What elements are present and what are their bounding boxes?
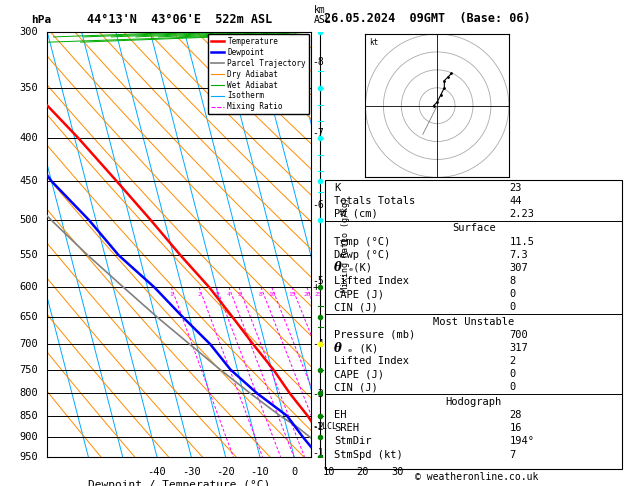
Text: EH: EH [334, 410, 347, 420]
Text: 0: 0 [509, 369, 516, 380]
Text: 2: 2 [509, 356, 516, 366]
Text: Dewp (°C): Dewp (°C) [334, 250, 391, 260]
Text: 0: 0 [509, 382, 516, 393]
Text: CIN (J): CIN (J) [334, 302, 378, 312]
Text: -2: -2 [313, 421, 325, 432]
Text: 450: 450 [19, 176, 38, 186]
Text: 10: 10 [268, 292, 276, 296]
Text: ₑ (K): ₑ (K) [347, 343, 379, 353]
Text: 307: 307 [509, 263, 528, 273]
Text: 7.3: 7.3 [509, 250, 528, 260]
Text: 400: 400 [19, 133, 38, 143]
Text: 700: 700 [19, 339, 38, 349]
Text: 300: 300 [19, 27, 38, 36]
Text: 44: 44 [509, 196, 522, 206]
Text: 26.05.2024  09GMT  (Base: 06): 26.05.2024 09GMT (Base: 06) [324, 12, 530, 25]
Text: 500: 500 [19, 215, 38, 225]
Text: 950: 950 [19, 452, 38, 462]
Text: km
ASL: km ASL [314, 5, 331, 25]
Text: -7: -7 [313, 128, 325, 138]
Text: 550: 550 [19, 250, 38, 260]
Text: Pressure (mb): Pressure (mb) [334, 330, 415, 340]
Text: 23: 23 [509, 183, 522, 193]
Text: 16: 16 [509, 423, 522, 433]
Text: -8: -8 [313, 57, 325, 67]
Text: Dewpoint / Temperature (°C): Dewpoint / Temperature (°C) [88, 480, 270, 486]
Text: 650: 650 [19, 312, 38, 322]
Text: θ: θ [334, 261, 342, 275]
Text: 600: 600 [19, 282, 38, 292]
Text: Lifted Index: Lifted Index [334, 356, 409, 366]
Text: 4: 4 [227, 292, 231, 296]
Text: 30: 30 [391, 468, 403, 477]
Text: SREH: SREH [334, 423, 359, 433]
Text: Totals Totals: Totals Totals [334, 196, 415, 206]
Text: 317: 317 [509, 343, 528, 353]
Text: 5: 5 [237, 292, 241, 296]
Text: 11.5: 11.5 [509, 237, 534, 246]
Text: © weatheronline.co.uk: © weatheronline.co.uk [415, 472, 538, 482]
Text: +: + [313, 282, 320, 292]
Text: -1: -1 [313, 448, 325, 458]
Text: 25: 25 [315, 292, 322, 296]
Text: -30: -30 [182, 468, 201, 477]
Text: 850: 850 [19, 411, 38, 421]
Text: Temp (°C): Temp (°C) [334, 237, 391, 246]
Text: 8: 8 [259, 292, 263, 296]
Text: -6: -6 [313, 200, 325, 210]
Text: hPa: hPa [31, 15, 52, 25]
Text: ₑ(K): ₑ(K) [347, 263, 372, 273]
Text: 20: 20 [357, 468, 369, 477]
Text: 44°13'N  43°06'E  522m ASL: 44°13'N 43°06'E 522m ASL [87, 14, 272, 26]
Text: -4: -4 [313, 339, 325, 349]
Text: 350: 350 [19, 84, 38, 93]
Text: CIN (J): CIN (J) [334, 382, 378, 393]
Text: θ: θ [334, 342, 342, 355]
Text: Lifted Index: Lifted Index [334, 276, 409, 286]
Text: 750: 750 [19, 364, 38, 375]
Text: 194°: 194° [509, 436, 534, 446]
Legend: Temperature, Dewpoint, Parcel Trajectory, Dry Adiabat, Wet Adiabat, Isotherm, Mi: Temperature, Dewpoint, Parcel Trajectory… [208, 34, 309, 114]
Text: CAPE (J): CAPE (J) [334, 369, 384, 380]
Text: 10: 10 [322, 468, 335, 477]
Text: 0: 0 [509, 289, 516, 299]
Text: K: K [334, 183, 340, 193]
Text: PW (cm): PW (cm) [334, 209, 378, 219]
Text: Hodograph: Hodograph [445, 397, 502, 407]
Text: 800: 800 [19, 388, 38, 399]
Text: 1: 1 [169, 292, 173, 296]
Text: 20: 20 [303, 292, 311, 296]
Text: -40: -40 [148, 468, 166, 477]
Text: Mixing Ratio (g/kg): Mixing Ratio (g/kg) [341, 197, 350, 292]
Text: Surface: Surface [452, 224, 496, 233]
Text: 900: 900 [19, 432, 38, 442]
Text: StmSpd (kt): StmSpd (kt) [334, 450, 403, 460]
Text: -3: -3 [313, 389, 325, 399]
Text: 7: 7 [509, 450, 516, 460]
Text: 2: 2 [198, 292, 201, 296]
Text: 28: 28 [509, 410, 522, 420]
Text: CAPE (J): CAPE (J) [334, 289, 384, 299]
Text: 0: 0 [509, 302, 516, 312]
Text: 15: 15 [288, 292, 296, 296]
Text: 700: 700 [509, 330, 528, 340]
Text: StmDir: StmDir [334, 436, 372, 446]
Text: Most Unstable: Most Unstable [433, 317, 515, 327]
Text: 8: 8 [509, 276, 516, 286]
Text: -20: -20 [216, 468, 235, 477]
Text: -1LCL: -1LCL [313, 422, 338, 431]
Text: -10: -10 [250, 468, 269, 477]
Text: 0: 0 [291, 468, 298, 477]
Text: 2.23: 2.23 [509, 209, 534, 219]
Text: 3: 3 [214, 292, 218, 296]
Text: -5: -5 [313, 276, 325, 286]
Text: kt: kt [369, 37, 378, 47]
